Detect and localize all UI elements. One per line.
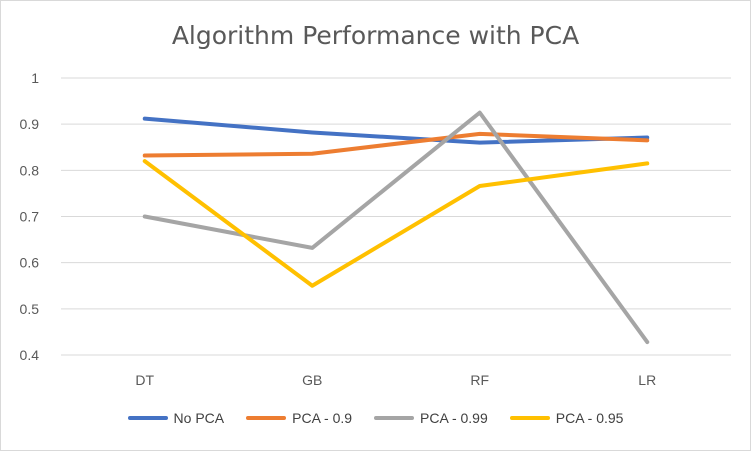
legend-label: No PCA — [173, 410, 225, 426]
x-tick-label: LR — [638, 372, 656, 388]
legend: No PCA PCA - 0.9 PCA - 0.99 PCA - 0.95 — [1, 410, 750, 426]
legend-item: PCA - 0.99 — [374, 410, 488, 426]
legend-swatch — [509, 416, 550, 420]
gridlines — [61, 77, 731, 356]
legend-item: No PCA — [127, 410, 225, 426]
series-line-1 — [142, 131, 650, 158]
legend-swatch — [127, 416, 168, 420]
y-tick-label: 0.6 — [20, 255, 40, 271]
x-axis-ticks: DT GB RF LR — [135, 372, 656, 388]
legend-label: PCA - 0.95 — [555, 410, 624, 426]
y-tick-label: 1 — [31, 70, 39, 86]
series-line-0 — [142, 116, 650, 145]
y-tick-label: 0.8 — [20, 162, 40, 178]
legend-item: PCA - 0.95 — [509, 410, 624, 426]
legend-item: PCA - 0.9 — [246, 410, 352, 426]
legend-label: PCA - 0.9 — [292, 410, 353, 426]
y-tick-label: 0.5 — [20, 301, 40, 317]
y-tick-label: 0.9 — [20, 116, 40, 132]
series-line-3 — [142, 159, 650, 288]
legend-swatch — [246, 416, 287, 420]
x-tick-label: GB — [302, 372, 322, 388]
series-line-2 — [142, 110, 650, 345]
chart-title: Algorithm Performance with PCA — [171, 21, 580, 50]
y-tick-label: 0.7 — [20, 209, 40, 225]
y-tick-label: 0.4 — [20, 347, 40, 363]
x-tick-label: RF — [470, 372, 489, 388]
x-tick-label: DT — [135, 372, 154, 388]
legend-label: PCA - 0.99 — [420, 410, 488, 426]
legend-swatch — [374, 416, 415, 420]
series-lines — [142, 110, 650, 345]
y-axis-ticks: 0.4 0.5 0.6 0.7 0.8 0.9 1 — [20, 70, 40, 363]
